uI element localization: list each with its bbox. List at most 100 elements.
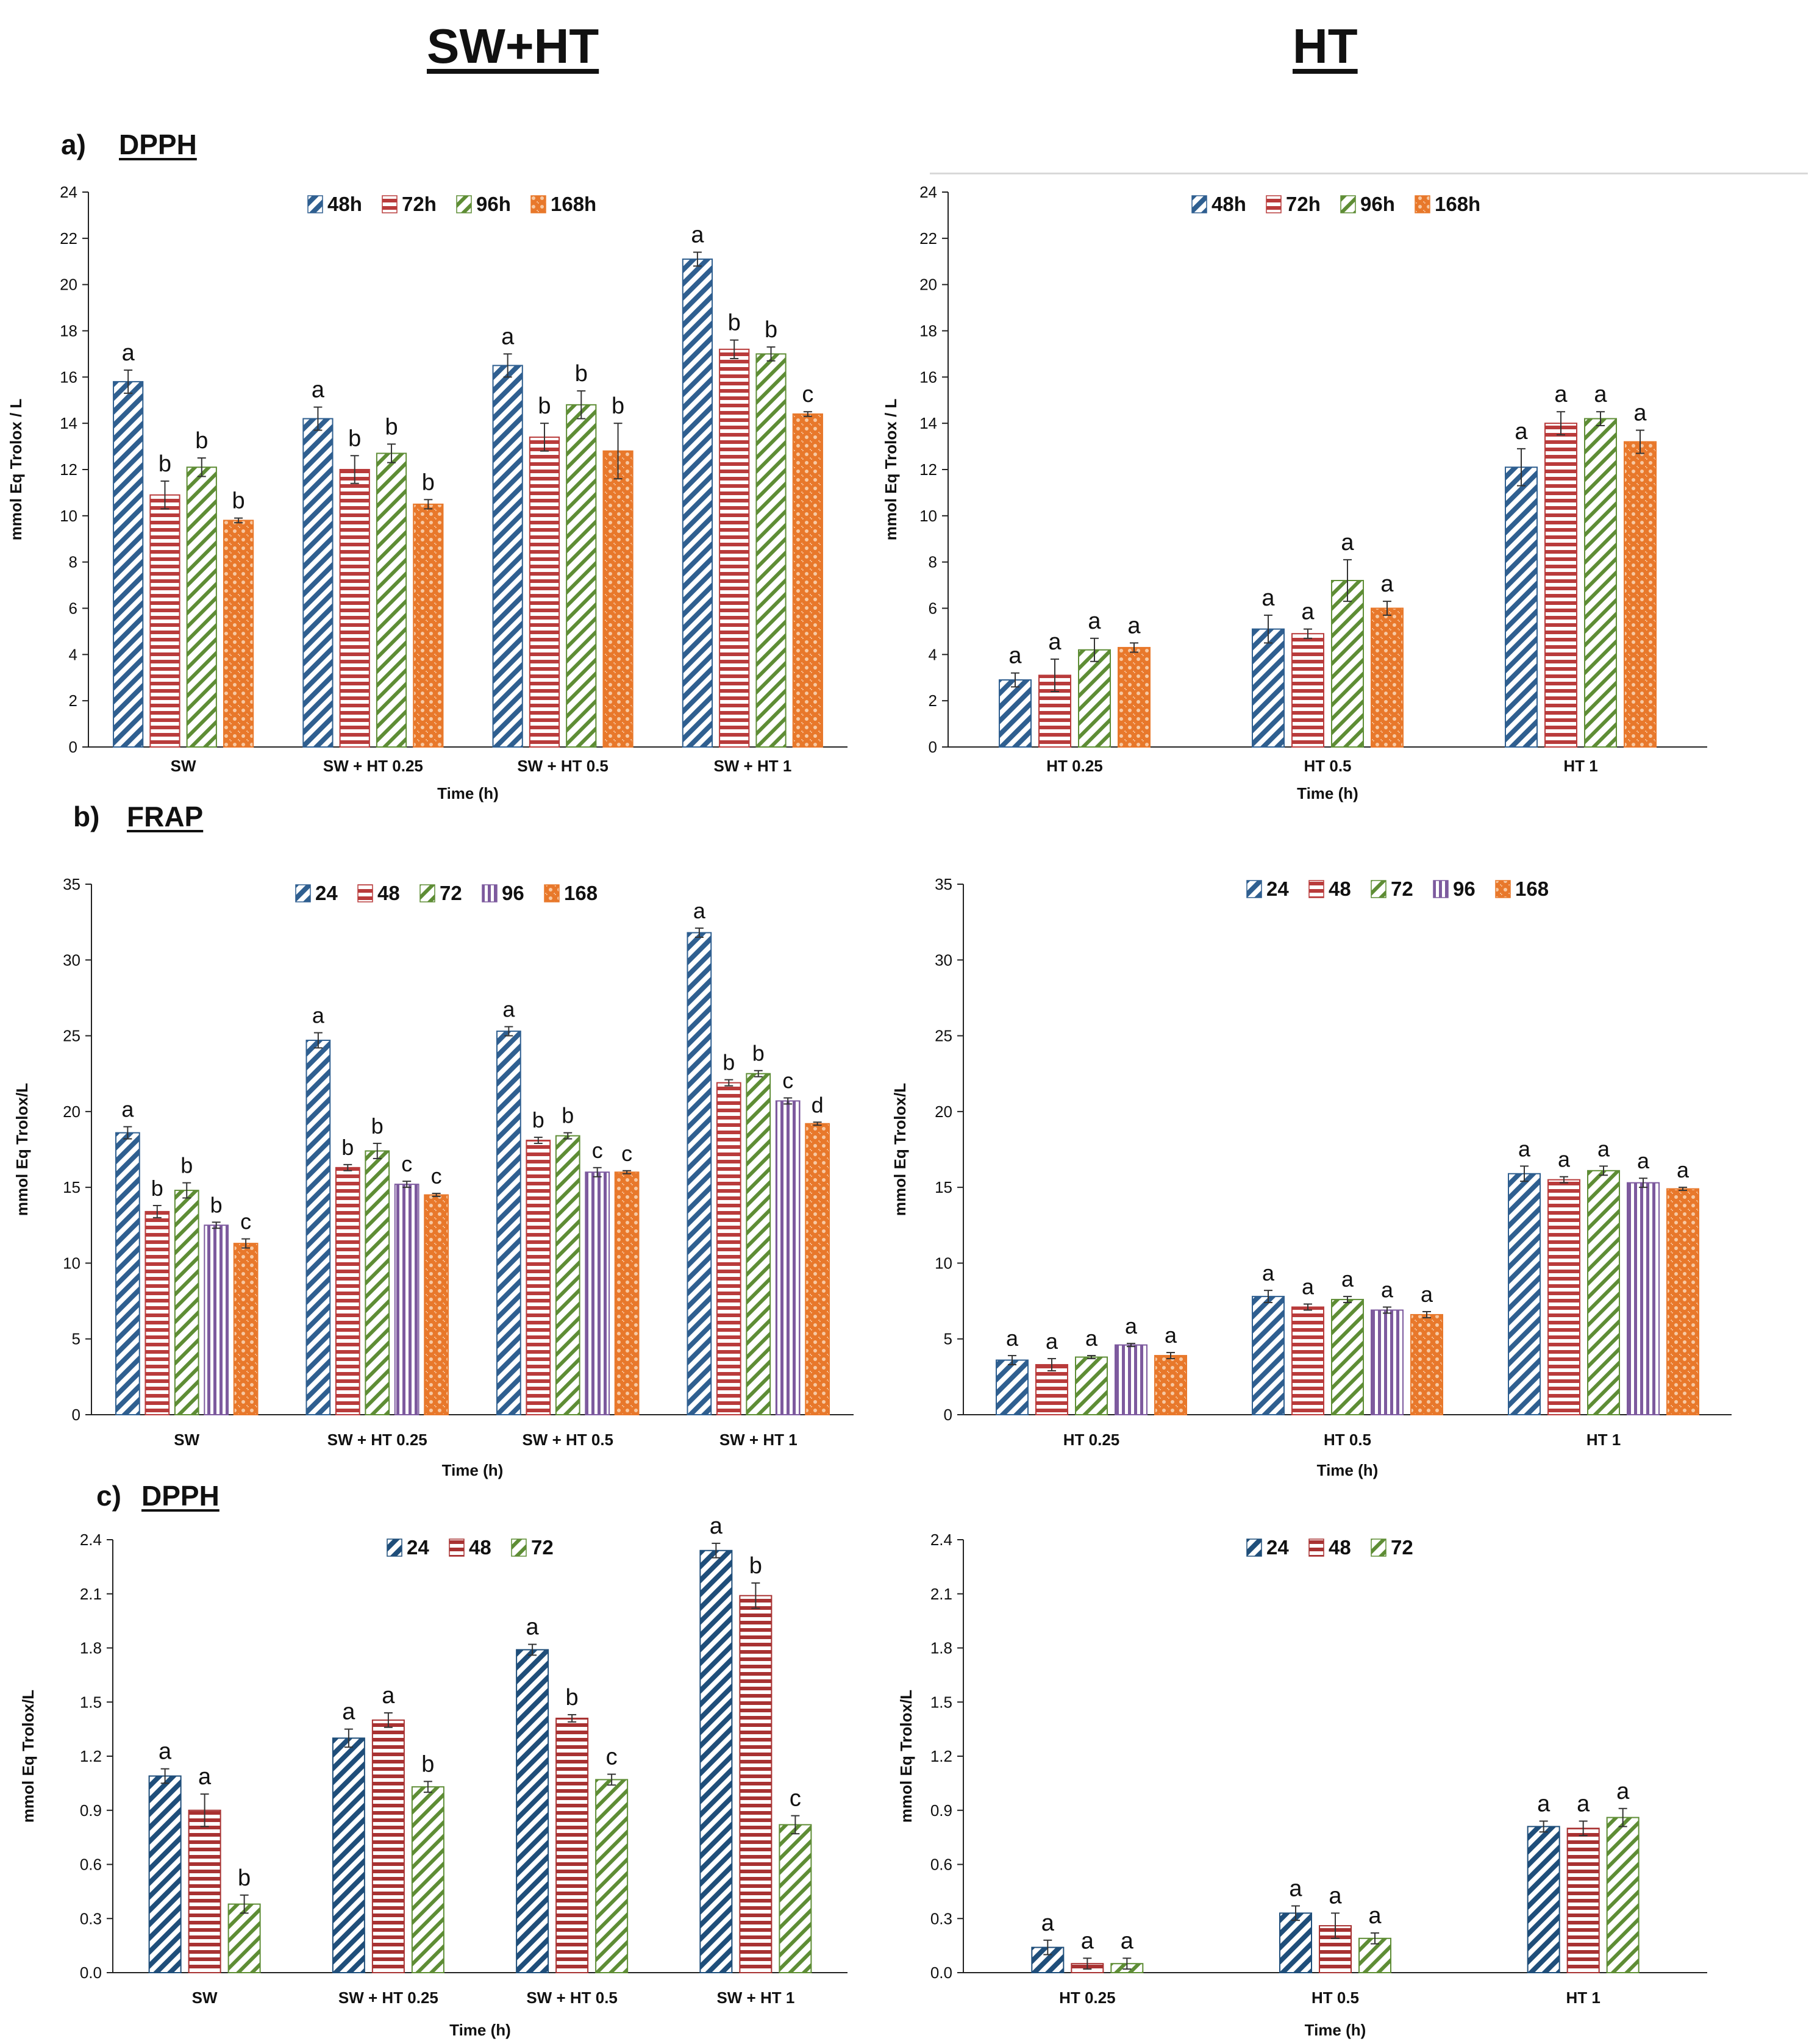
column-header-right: HT bbox=[1293, 19, 1358, 73]
legend-label-72h: 72h bbox=[1286, 193, 1321, 215]
significance-letter: a bbox=[159, 1739, 172, 1765]
legend-swatch-72 bbox=[1371, 880, 1386, 898]
x-axis-label: Time (h) bbox=[1297, 784, 1358, 802]
bar-48h-sw-ht-0-25 bbox=[302, 418, 334, 748]
y-tick-label: 16 bbox=[60, 368, 77, 386]
section-a-title: DPPH bbox=[119, 129, 197, 160]
y-tick-label: 12 bbox=[60, 460, 77, 479]
y-tick-label: 20 bbox=[63, 1102, 80, 1121]
separator-line bbox=[930, 173, 1808, 174]
bar-24-sw bbox=[115, 1132, 140, 1415]
significance-letter: b bbox=[180, 1153, 193, 1178]
y-axis-label: mmol Eq Trolox/L bbox=[891, 1083, 909, 1216]
bar-24-sw-ht-0-5 bbox=[516, 1649, 549, 1974]
chart-c-dpph-sw-ht: 0.0 0.3 0.6 0.9 1.2 1.5 1.8 2.1 2.4 mmol Eq Trolo… bbox=[19, 1513, 848, 2039]
significance-letter: b bbox=[195, 428, 208, 454]
y-tick-label: 25 bbox=[63, 1027, 80, 1045]
bar-168h-ht-0-25 bbox=[1118, 646, 1151, 748]
bar-48-ht-0-5 bbox=[1291, 1306, 1324, 1415]
y-tick-label: 35 bbox=[63, 875, 80, 893]
section-c-letter: c) bbox=[96, 1480, 121, 1512]
bar-48h-ht-0-5 bbox=[1252, 628, 1285, 748]
bar-96-ht-0-25 bbox=[1115, 1344, 1147, 1416]
significance-letter: a bbox=[710, 1513, 723, 1539]
y-tick-label: 1.8 bbox=[80, 1639, 102, 1657]
legend-label-168: 168 bbox=[1515, 877, 1549, 900]
legend-swatch-24 bbox=[1246, 880, 1262, 898]
bar-168-ht-1 bbox=[1666, 1188, 1699, 1416]
significance-letter: a bbox=[1329, 1883, 1342, 1909]
y-axis-label: mmol Eq Trolox / L bbox=[7, 399, 25, 541]
bar-168-sw bbox=[233, 1243, 259, 1415]
significance-letter: b bbox=[749, 1553, 762, 1579]
significance-letter: a bbox=[1085, 1326, 1098, 1351]
bar-24-sw-ht-1 bbox=[687, 932, 712, 1416]
bar-72h-sw-ht-1 bbox=[719, 348, 750, 748]
bar-48h-ht-0-25 bbox=[999, 679, 1032, 748]
bar-24-ht-1 bbox=[1508, 1173, 1541, 1415]
bar-72-sw bbox=[174, 1190, 199, 1415]
significance-letter: c bbox=[240, 1209, 251, 1234]
y-tick-label: 4 bbox=[929, 645, 937, 663]
significance-letter: a bbox=[1554, 382, 1568, 407]
bar-72-sw-ht-0-5 bbox=[595, 1779, 629, 1973]
significance-letter: a bbox=[342, 1699, 355, 1725]
significance-letter: c bbox=[606, 1745, 618, 1770]
significance-letter: a bbox=[1302, 1274, 1315, 1299]
category-label-sw-ht-0-5: SW + HT 0.5 bbox=[522, 1431, 613, 1449]
category-label-sw: SW bbox=[174, 1431, 199, 1449]
y-tick-label: 12 bbox=[919, 460, 937, 479]
bar-72-sw-ht-0-25 bbox=[411, 1786, 444, 1973]
y-axis-label: mmol Eq Trolox / L bbox=[882, 399, 900, 541]
significance-letter: b bbox=[612, 393, 624, 419]
significance-letter: a bbox=[312, 377, 325, 403]
y-tick-label: 24 bbox=[60, 183, 77, 201]
bar-48-sw-ht-0-5 bbox=[555, 1717, 589, 1973]
significance-letter: b bbox=[348, 426, 361, 451]
section-c-title: DPPH bbox=[141, 1480, 219, 1512]
significance-letter: a bbox=[1006, 1326, 1019, 1351]
significance-letter: a bbox=[1046, 1329, 1058, 1354]
legend-label-96h: 96h bbox=[1360, 193, 1395, 215]
bar-72h-ht-1 bbox=[1544, 423, 1577, 748]
y-tick-label: 0 bbox=[944, 1406, 952, 1424]
significance-letter: a bbox=[1127, 613, 1141, 638]
category-label-ht-1: HT 1 bbox=[1586, 1431, 1621, 1449]
y-tick-label: 4 bbox=[69, 645, 77, 663]
legend-swatch-72 bbox=[511, 1538, 527, 1557]
significance-letter: a bbox=[1165, 1323, 1177, 1348]
chart-b-frap-sw-ht: 0 5 10 15 20 25 30 35 mmol Eq Trolox/L Time (h) SW… bbox=[13, 875, 854, 1479]
significance-letter: a bbox=[1558, 1147, 1571, 1172]
bar-96h-sw-ht-0-25 bbox=[376, 452, 407, 748]
legend-swatch-168h bbox=[530, 195, 546, 213]
y-tick-label: 15 bbox=[63, 1178, 80, 1196]
significance-letter: b bbox=[232, 488, 245, 514]
bar-48-ht-1 bbox=[1566, 1828, 1600, 1974]
legend-label-48h: 48h bbox=[327, 193, 362, 215]
significance-letter: a bbox=[1577, 1792, 1590, 1817]
significance-letter: a bbox=[693, 898, 706, 923]
significance-letter: a bbox=[1088, 609, 1101, 634]
bar-48-sw-ht-0-5 bbox=[526, 1140, 551, 1415]
bar-96h-sw-ht-0-5 bbox=[566, 404, 597, 748]
y-tick-label: 10 bbox=[919, 507, 937, 525]
y-tick-label: 24 bbox=[919, 183, 937, 201]
significance-letter: d bbox=[812, 1092, 824, 1117]
bar-48h-sw bbox=[113, 381, 144, 748]
category-label-sw: SW bbox=[171, 757, 196, 775]
bar-48h-sw-ht-1 bbox=[682, 258, 713, 748]
bar-48-sw-ht-1 bbox=[739, 1595, 773, 1974]
significance-letter: b bbox=[538, 393, 551, 419]
category-label-sw-ht-1: SW + HT 1 bbox=[719, 1431, 798, 1449]
x-axis-label: Time (h) bbox=[1317, 1461, 1379, 1479]
category-label-ht-0-25: HT 0.25 bbox=[1059, 1989, 1116, 2007]
y-tick-label: 2.4 bbox=[80, 1531, 102, 1549]
y-tick-label: 1.5 bbox=[930, 1693, 952, 1711]
category-label-sw-ht-0-25: SW + HT 0.25 bbox=[338, 1989, 438, 2007]
significance-letter: b bbox=[765, 317, 777, 343]
bar-72-sw-ht-0-25 bbox=[365, 1150, 390, 1415]
legend-swatch-96 bbox=[1433, 880, 1449, 898]
y-tick-label: 2 bbox=[929, 691, 937, 710]
significance-letter: a bbox=[1633, 401, 1647, 426]
bar-168h-sw-ht-0-25 bbox=[413, 503, 444, 748]
